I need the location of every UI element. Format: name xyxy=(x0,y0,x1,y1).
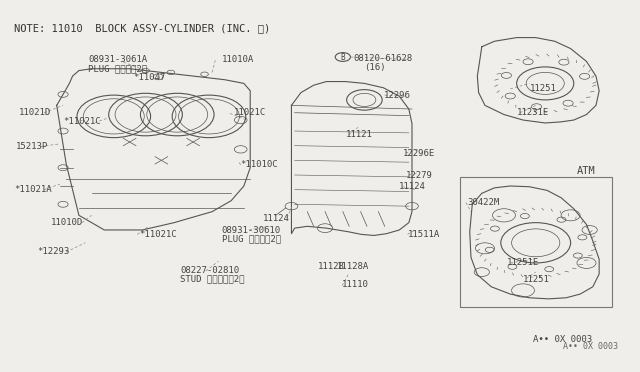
Text: *11021C: *11021C xyxy=(139,230,177,239)
Text: *12293: *12293 xyxy=(38,247,70,256)
Text: 11121: 11121 xyxy=(346,130,372,139)
Text: *11021C: *11021C xyxy=(63,118,100,126)
Text: 11110: 11110 xyxy=(342,280,369,289)
Text: 12296: 12296 xyxy=(383,91,410,100)
Text: *11010C: *11010C xyxy=(241,160,278,169)
Text: 11128: 11128 xyxy=(318,262,345,271)
Text: 11021D: 11021D xyxy=(19,108,51,117)
Text: 30422M: 30422M xyxy=(467,198,499,207)
Text: 11511A: 11511A xyxy=(408,230,440,239)
Text: 08227-02810: 08227-02810 xyxy=(180,266,239,275)
Text: *11047: *11047 xyxy=(133,73,165,83)
Text: ATM: ATM xyxy=(577,166,596,176)
Text: 11251E: 11251E xyxy=(507,259,540,267)
Text: NOTE: 11010  BLOCK ASSY-CYLINDER (INC. ※): NOTE: 11010 BLOCK ASSY-CYLINDER (INC. ※) xyxy=(14,23,271,33)
Text: 08931-3061A: 08931-3061A xyxy=(88,55,148,64)
Text: 11128A: 11128A xyxy=(337,262,369,271)
Text: A•• 0X 0003: A•• 0X 0003 xyxy=(532,336,591,344)
Text: *11021A: *11021A xyxy=(14,185,52,194)
Text: (16): (16) xyxy=(364,63,386,72)
Text: 12279: 12279 xyxy=(406,170,433,180)
Text: 11251: 11251 xyxy=(529,84,556,93)
Text: PLUG プラグ（2）: PLUG プラグ（2） xyxy=(88,64,148,73)
Text: 11231E: 11231E xyxy=(516,108,549,117)
Text: PLUG プラグ（2）: PLUG プラグ（2） xyxy=(221,235,281,244)
Bar xyxy=(460,177,612,307)
Text: 12296E: 12296E xyxy=(403,148,435,157)
Text: 11124: 11124 xyxy=(263,215,290,224)
Text: 11021C: 11021C xyxy=(234,108,267,117)
Text: 08931-30610: 08931-30610 xyxy=(221,226,281,235)
Text: 15213P: 15213P xyxy=(15,142,48,151)
Text: 11124: 11124 xyxy=(399,182,426,191)
Text: A•• 0X 0003: A•• 0X 0003 xyxy=(563,342,618,351)
Text: B: B xyxy=(340,52,345,61)
Text: STUD スタッド（2）: STUD スタッド（2） xyxy=(180,274,245,283)
Text: 08120-61628: 08120-61628 xyxy=(354,54,413,63)
Text: 11010A: 11010A xyxy=(221,55,254,64)
Text: 11251: 11251 xyxy=(523,275,550,284)
Text: 11010D: 11010D xyxy=(51,218,83,227)
